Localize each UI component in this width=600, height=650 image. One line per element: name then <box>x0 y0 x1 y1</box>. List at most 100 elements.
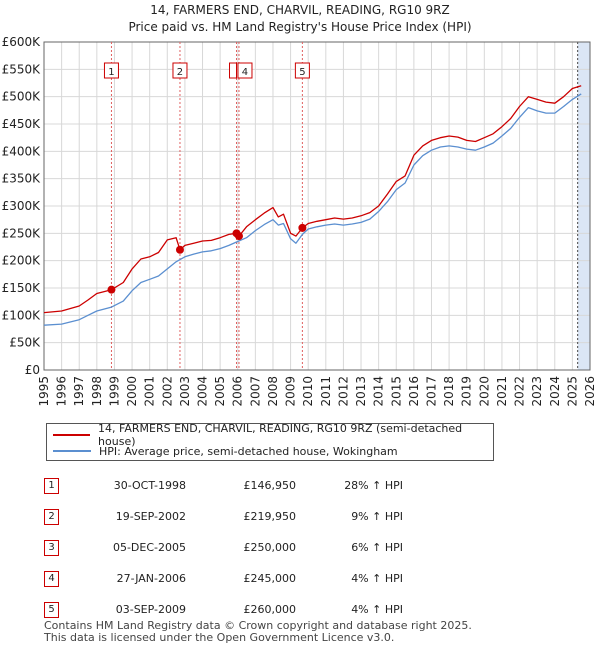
sale-hpi: 28% ↑ HPI <box>344 479 403 492</box>
sale-point <box>298 223 307 232</box>
x-tick-label: 2000 <box>125 376 139 407</box>
sale-marker-label: 1 <box>108 67 114 78</box>
x-tick-label: 2008 <box>266 376 280 407</box>
sales-table: 1 30-OCT-1998 £146,950 28% ↑ HPI 2 19-SEP-200… <box>44 470 403 625</box>
legend: 14, FARMERS END, CHARVIL, READING, RG10 … <box>46 422 494 461</box>
x-tick-label: 2013 <box>354 376 368 407</box>
sale-date: 27-JAN-2006 <box>116 572 186 585</box>
sale-number-badge: 5 <box>44 601 59 618</box>
y-tick-label: £400K <box>2 144 42 158</box>
legend-swatch-hpi <box>53 450 91 452</box>
x-tick-label: 2009 <box>284 376 298 407</box>
sale-number-badge: 2 <box>44 508 59 525</box>
footer-copyright: Contains HM Land Registry data © Crown c… <box>44 619 472 632</box>
sale-date: 05-DEC-2005 <box>112 541 186 554</box>
sale-marker-label: 4 <box>242 67 248 78</box>
y-tick-label: £0 <box>25 363 40 377</box>
x-tick-label: 2005 <box>213 376 227 407</box>
x-tick-label: 1997 <box>72 376 86 407</box>
y-tick-label: £350K <box>2 172 42 186</box>
sale-hpi: 6% ↑ HPI <box>351 541 403 554</box>
sale-marker-box <box>229 62 238 79</box>
x-tick-label: 2002 <box>160 376 174 407</box>
y-tick-label: £50K <box>9 336 41 350</box>
x-tick-label: 2020 <box>477 376 491 407</box>
sale-marker-box <box>172 62 188 79</box>
sale-date: 03-SEP-2009 <box>115 603 186 616</box>
sale-date: 19-SEP-2002 <box>115 510 186 523</box>
legend-swatch-price-paid <box>53 434 91 436</box>
x-tick-label: 2015 <box>389 376 403 407</box>
legend-item-hpi: HPI: Average price, semi-detached house,… <box>53 444 398 458</box>
legend-label-price-paid: 14, FARMERS END, CHARVIL, READING, RG10 … <box>98 422 463 448</box>
price-chart: £0 £50K £100K £150K £200K £250K £300K £350K £400… <box>2 35 597 407</box>
sale-marker-box <box>294 62 310 79</box>
x-tick-label: 2024 <box>548 376 562 407</box>
x-tick-label: 2026 <box>583 376 597 407</box>
sale-row: 5 03-SEP-2009 £260,000 4% ↑ HPI <box>44 594 403 625</box>
sale-date: 30-OCT-1998 <box>113 479 186 492</box>
x-tick-label: 2007 <box>248 376 262 407</box>
sale-number-badge: 1 <box>44 477 59 494</box>
x-tick-label: 2001 <box>143 376 157 407</box>
y-tick-label: £150K <box>2 281 42 295</box>
x-tick-label: 2017 <box>424 376 438 407</box>
x-tick-label: 2011 <box>319 376 333 407</box>
sale-row: 1 30-OCT-1998 £146,950 28% ↑ HPI <box>44 470 403 501</box>
x-tick-label: 2006 <box>231 376 245 407</box>
x-tick-label: 2025 <box>565 376 579 407</box>
legend-item-price-paid: 14, FARMERS END, CHARVIL, READING, RG10 … <box>53 422 493 448</box>
y-tick-label: £600K <box>2 35 42 49</box>
sale-hpi: 9% ↑ HPI <box>351 510 403 523</box>
y-tick-label: £450K <box>2 117 42 131</box>
sale-price: £245,000 <box>243 572 297 585</box>
sale-row: 4 27-JAN-2006 £245,000 4% ↑ HPI <box>44 563 403 594</box>
x-tick-label: 2010 <box>301 376 315 407</box>
legend-label-hpi: HPI: Average price, semi-detached house,… <box>99 444 398 458</box>
sale-price: £250,000 <box>243 541 297 554</box>
sale-price: £219,950 <box>243 510 297 523</box>
chart-title-line1: 14, FARMERS END, CHARVIL, READING, RG10 … <box>150 3 450 17</box>
series-line-hpi <box>43 93 582 326</box>
footer: Contains HM Land Registry data © Crown c… <box>44 620 472 644</box>
x-tick-label: 2014 <box>372 376 386 407</box>
x-tick-label: 2004 <box>196 376 210 407</box>
y-tick-label: £200K <box>2 254 42 268</box>
sale-price: £146,950 <box>243 479 297 492</box>
x-tick-label: 1996 <box>55 376 69 407</box>
x-tick-label: 2018 <box>442 376 456 407</box>
x-tick-label: 2022 <box>513 376 527 407</box>
y-tick-label: £550K <box>2 62 42 76</box>
x-tick-label: 2012 <box>336 376 350 407</box>
y-tick-label: £100K <box>2 308 42 322</box>
x-tick-label: 2023 <box>530 376 544 407</box>
sale-marker-box <box>103 62 119 79</box>
x-tick-label: 2003 <box>178 376 192 407</box>
plot-frame <box>43 41 591 371</box>
sale-row: 2 19-SEP-2002 £219,950 9% ↑ HPI <box>44 501 403 532</box>
sale-number-badge: 4 <box>44 570 59 587</box>
y-tick-label: £300K <box>2 199 42 213</box>
sale-marker-label: 5 <box>299 67 305 78</box>
x-tick-label: 1998 <box>90 376 104 407</box>
sale-price: £260,000 <box>243 603 297 616</box>
x-tick-label: 1995 <box>37 376 51 407</box>
series-line-price-paid <box>43 85 582 314</box>
sale-number-badge: 3 <box>44 539 59 556</box>
sale-marker-label: 2 <box>177 67 183 78</box>
x-tick-label: 2019 <box>460 376 474 407</box>
sale-point <box>107 285 116 294</box>
x-tick-label: 2016 <box>407 376 421 407</box>
sale-point <box>175 245 184 254</box>
x-tick-label: 2021 <box>495 376 509 407</box>
sale-point <box>234 232 243 241</box>
sale-row: 3 05-DEC-2005 £250,000 6% ↑ HPI <box>44 532 403 563</box>
y-tick-label: £250K <box>2 226 42 240</box>
chart-title-line2: Price paid vs. HM Land Registry's House … <box>128 20 472 34</box>
y-tick-label: £500K <box>2 90 42 104</box>
x-tick-label: 1999 <box>107 376 121 407</box>
sale-hpi: 4% ↑ HPI <box>351 572 403 585</box>
sale-marker-box <box>237 62 253 79</box>
footer-licence: This data is licensed under the Open Gov… <box>44 631 395 644</box>
sale-hpi: 4% ↑ HPI <box>351 603 403 616</box>
